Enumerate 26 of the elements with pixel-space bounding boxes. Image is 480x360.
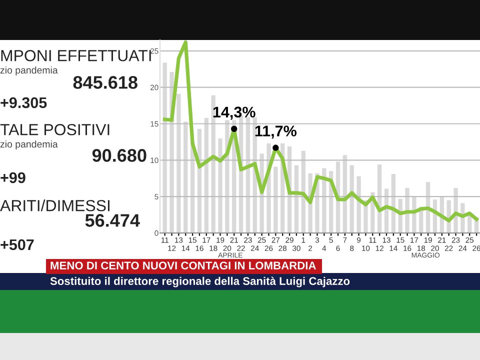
line-series: [163, 40, 478, 222]
text: 90.680: [92, 149, 146, 162]
bar: [405, 188, 410, 233]
text: zio pandemia: [0, 140, 58, 150]
bar: [162, 62, 167, 233]
bar: [204, 118, 208, 233]
text: +9.305: [0, 97, 47, 108]
bar: [184, 122, 188, 233]
bar: [176, 94, 181, 233]
data-label: 11,7%: [255, 126, 297, 139]
text: MENO DI CENTO NUOVI CONTAGI IN LOMBARDIA: [50, 262, 316, 270]
text: Sostituito il direttore regionale della Sanità Luigi Cajazzo: [50, 276, 350, 288]
text: TALE POSITIVI: [0, 124, 110, 136]
text: +99: [0, 172, 26, 184]
bar: [274, 166, 278, 233]
bar: [225, 120, 230, 233]
bar: [218, 138, 222, 233]
text: MPONI EFFETTUATI: [1, 50, 151, 62]
text: 56.474: [85, 214, 140, 227]
text: +507: [0, 239, 34, 250]
text: ARITI/DIMESSI: [0, 200, 110, 212]
bar: [356, 176, 361, 233]
data-label: 14,3%: [213, 106, 256, 120]
text: zio pandemia: [0, 66, 58, 76]
bar: [454, 188, 458, 233]
text: 845.618: [73, 76, 138, 89]
